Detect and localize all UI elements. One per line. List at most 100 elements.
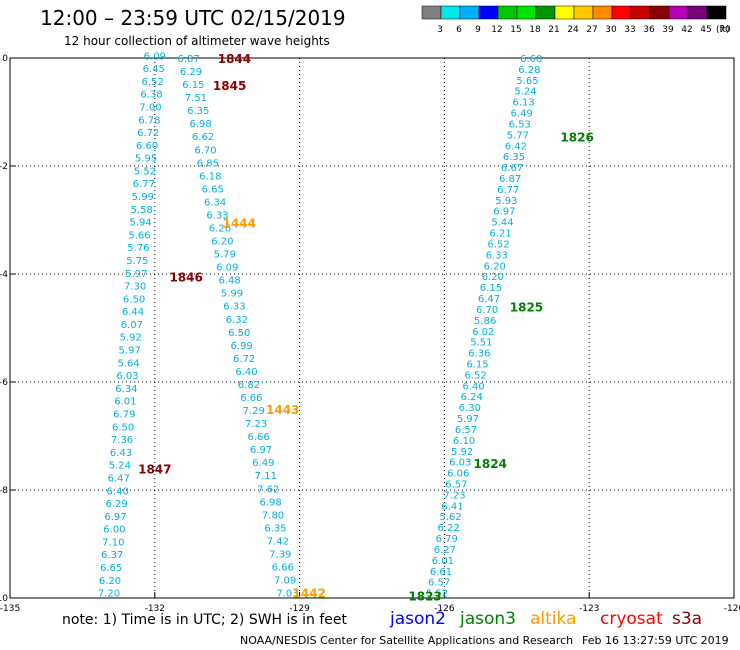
swh-value-t2: 6.32 [226, 315, 248, 326]
legend-jason2: jason2 [390, 609, 446, 629]
legend-cryosat: cryosat [600, 609, 663, 629]
swh-value-t1: 5.24 [109, 461, 131, 472]
swh-value-t2: 6.09 [216, 263, 238, 274]
timestamp: Feb 16 13:27:59 UTC 2019 [582, 634, 729, 647]
time-label: 1443 [266, 403, 299, 417]
swh-value-t3: 6.77 [497, 185, 519, 196]
swh-value-t3: 6.20 [484, 261, 506, 272]
swh-value-t1: 7.00 [139, 102, 161, 113]
swh-value-t3: 6.15 [480, 283, 502, 294]
swh-value-t1: 7.10 [102, 537, 124, 548]
lon-tick-label: -129 [289, 604, 310, 614]
scale-label: 24 [567, 25, 579, 35]
swh-value-t1: 6.45 [143, 64, 165, 75]
swh-value-t3: 6.53 [509, 119, 531, 130]
swh-value-t2: 6.98 [260, 497, 282, 508]
swh-value-t3: 6.35 [503, 152, 525, 163]
credit-text: NOAA/NESDIS Center for Satellite Applica… [240, 634, 574, 647]
swh-value-t3: 6.40 [463, 381, 485, 392]
scale-label: 42 [681, 25, 692, 35]
swh-value-t1: 6.50 [112, 422, 134, 433]
scale-label: 39 [662, 25, 674, 35]
swh-value-t2: 6.29 [180, 67, 202, 78]
swh-value-t1: 6.47 [108, 473, 130, 484]
swh-value-t2: 6.50 [228, 328, 250, 339]
scale-label: 6 [456, 25, 462, 35]
swh-value-t3: 5.97 [457, 414, 479, 425]
swh-value-t1: 6.03 [116, 371, 138, 382]
swh-value-t1: 6.43 [110, 448, 132, 459]
swh-value-t3: 6.97 [493, 207, 515, 218]
swh-value-t3: 6.67 [501, 163, 523, 174]
swh-value-t3: 6.47 [478, 294, 500, 305]
swh-value-t2: 6.33 [223, 302, 245, 313]
swh-value-t2: 6.65 [202, 184, 224, 195]
swh-value-t1: 6.77 [133, 179, 155, 190]
swh-value-t3: 6.03 [449, 458, 471, 469]
scale-label: 9 [475, 25, 481, 35]
swh-value-t2: 6.85 [197, 158, 219, 169]
legend-jason3: jason3 [460, 609, 516, 629]
swh-value-t3: 6.33 [486, 250, 508, 261]
time-label: 1847 [138, 462, 171, 476]
swh-value-t1: 6.78 [138, 115, 160, 126]
swh-value-t1: 6.44 [122, 307, 144, 318]
swh-value-t2: 7.51 [185, 93, 207, 104]
swh-value-t1: 5.64 [117, 358, 139, 369]
swh-value-t2: 6.70 [194, 145, 216, 156]
swh-value-t3: 5.24 [514, 87, 536, 98]
scale-label: 45 [700, 25, 711, 35]
lon-tick-label: -120 [724, 604, 740, 614]
swh-value-t2: 6.66 [247, 432, 269, 443]
lat-tick-label: -6 [0, 378, 8, 388]
swh-value-t2: 6.99 [231, 341, 253, 352]
swh-value-t3: 6.70 [476, 305, 498, 316]
swh-value-t2: 6.20 [211, 237, 233, 248]
swh-value-t2: 6.48 [218, 276, 240, 287]
swh-value-t2: 6.33 [206, 210, 228, 221]
swh-value-t2: 7.11 [255, 471, 277, 482]
time-label: 1844 [218, 52, 251, 66]
swh-value-t1: 6.72 [137, 128, 159, 139]
swh-value-t2: 5.79 [214, 250, 236, 261]
swh-value-t1: 6.00 [103, 525, 125, 536]
swh-value-t2: 6.40 [235, 367, 257, 378]
swh-value-t3: 6.01 [432, 556, 454, 567]
swh-value-t2: 7.29 [243, 406, 265, 417]
swh-value-t2: 6.49 [252, 458, 274, 469]
swh-value-t3: 6.10 [453, 436, 475, 447]
legend-s3a: s3a [672, 609, 703, 629]
time-label: 1846 [169, 271, 202, 285]
scale-label: 15 [510, 25, 521, 35]
color-scale: 3 6 9 12 15 18 21 24 27 30 33 36 39 42 45 70(ft) [421, 5, 731, 35]
lon-tick-label: -126 [434, 604, 455, 614]
swh-value-t1: 5.76 [127, 243, 149, 254]
swh-value-t1: 5.92 [120, 333, 142, 344]
swh-value-t1: 5.52 [134, 166, 156, 177]
swh-value-t3: 6.42 [505, 141, 527, 152]
swh-value-t2: 7.09 [274, 576, 296, 587]
lat-tick-label: -8 [0, 486, 8, 496]
swh-value-t3: 5.51 [470, 338, 492, 349]
swh-value-t2: 6.66 [240, 393, 262, 404]
swh-value-t1: 6.07 [121, 320, 143, 331]
scale-label: 27 [586, 25, 597, 35]
swh-value-t3: 5.92 [451, 447, 473, 458]
swh-value-t3: 6.02 [472, 327, 494, 338]
swh-value-t3: 6.21 [489, 229, 511, 240]
swh-value-t1: 6.65 [100, 563, 122, 574]
swh-value-t2: 6.26 [209, 224, 231, 235]
scale-label: 18 [529, 25, 541, 35]
swh-value-t2: 6.15 [182, 80, 204, 91]
lon-tick-label: -135 [0, 604, 20, 614]
swh-value-t2: 6.72 [233, 354, 255, 365]
map-frame [9, 57, 735, 599]
swh-value-t2: 7.03 [276, 589, 298, 600]
note-text: note: 1) Time is in UTC; 2) SWH is in fe… [62, 612, 348, 628]
swh-value-t2: 6.34 [204, 197, 226, 208]
scale-label: 12 [491, 25, 502, 35]
scale-label: 30 [605, 25, 617, 35]
time-label: 1823 [408, 589, 441, 603]
swh-value-t3: 5.62 [439, 512, 461, 523]
